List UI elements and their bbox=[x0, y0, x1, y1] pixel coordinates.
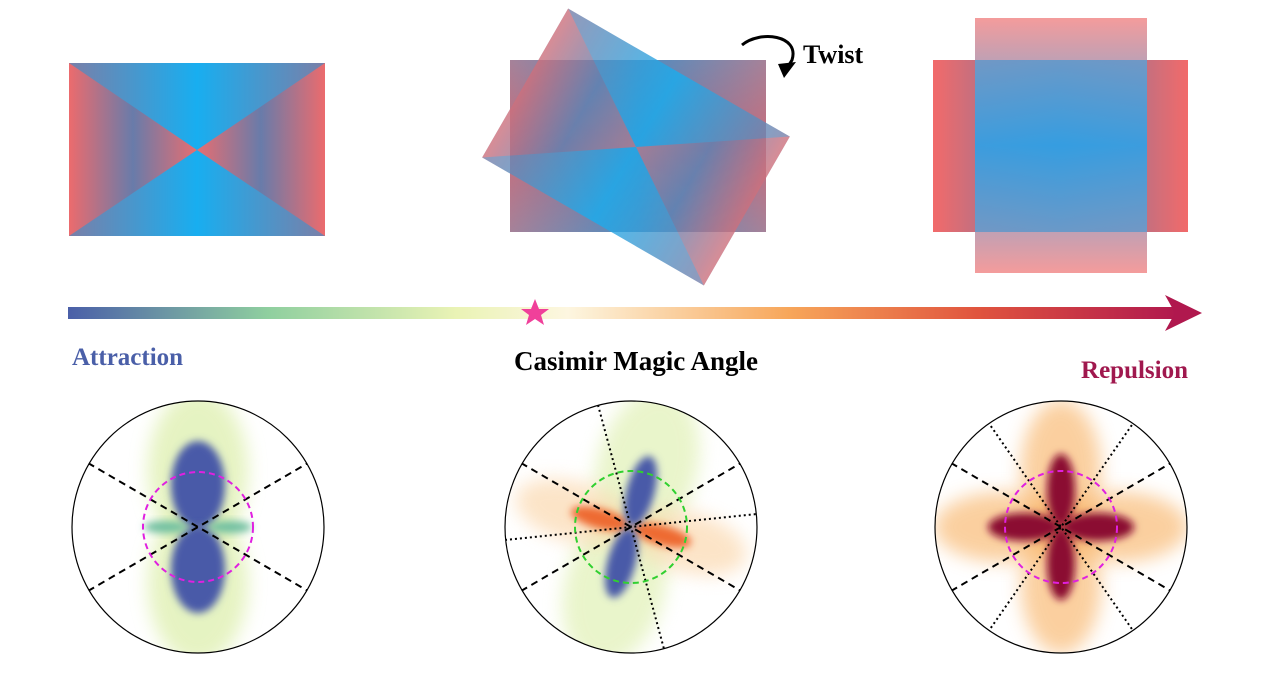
twist-label: Twist bbox=[803, 40, 864, 69]
polar-map-attraction bbox=[71, 400, 325, 654]
attraction-label: Attraction bbox=[72, 344, 183, 371]
polar-map-magic bbox=[504, 400, 758, 654]
polar-map-repulsion bbox=[934, 400, 1188, 654]
plate-twisted: Twist bbox=[482, 8, 864, 286]
force-arrow bbox=[68, 295, 1202, 331]
magic-angle-label: Casimir Magic Angle bbox=[514, 346, 758, 376]
repulsion-label: Repulsion bbox=[1081, 357, 1188, 384]
magic-star bbox=[521, 299, 549, 325]
plate-untwisted bbox=[69, 63, 325, 236]
plate-perpendicular bbox=[933, 18, 1188, 273]
